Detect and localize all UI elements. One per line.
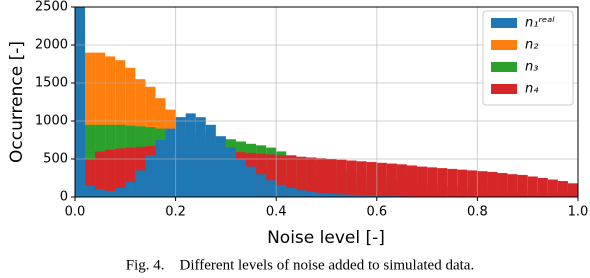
histogram-bar [366,162,377,197]
histogram-bar [336,159,347,197]
plot-frame [74,6,579,198]
histogram-bar [527,176,538,197]
histogram-bar [457,169,468,197]
histogram-bar [256,174,267,197]
histogram-bar [437,168,448,197]
histogram-bar [296,190,307,197]
y-tick-label: 2000 [35,38,68,53]
y-tick-label: 1500 [35,76,68,91]
histogram-bar [316,158,327,197]
legend-swatch [491,18,517,28]
histogram-bar [75,7,86,197]
histogram-bar [326,193,337,197]
histogram-bar [346,160,357,197]
histogram-bar [306,191,317,197]
histogram-bar [286,187,297,197]
histogram-bar [447,168,458,197]
histogram-bar [326,159,337,197]
histogram-bar [266,154,277,197]
x-tick-label: 0.8 [467,205,488,220]
histogram-bar [487,171,498,197]
histogram-bar [346,194,357,197]
histogram-bar [517,174,528,197]
x-axis-label: Noise level [-] [267,228,385,248]
histogram-bar [266,180,277,197]
legend-swatch [491,40,517,50]
histogram-bar [215,136,226,197]
y-tick-label: 500 [43,152,68,167]
histogram-bar [336,194,347,197]
histogram-bar [276,155,287,197]
y-tick-label: 1000 [35,114,68,129]
histogram-bar [145,155,156,197]
histogram-bar [85,52,96,197]
histogram-bar [235,159,247,197]
legend-swatch [491,84,517,94]
histogram-bar [125,147,136,197]
histogram-bar [286,155,297,197]
legend-box [482,10,574,106]
histogram-bar [356,195,367,197]
histogram-bar [135,170,146,197]
histogram-bar [105,149,116,197]
histogram-bar [376,162,387,197]
histogram-bar [557,181,568,197]
y-axis-label: Occurrence [-] [7,41,27,163]
legend-label: n₂ [525,38,538,53]
histogram-bar [95,151,106,197]
histogram-bar [507,174,518,197]
histogram-bar [477,171,488,197]
histogram-bar [537,178,548,197]
histogram-bar [115,187,126,197]
caption: Fig. 4. Different levels of noise added … [126,257,474,273]
x-tick-label: 0.4 [266,205,287,220]
histogram-bar [155,140,166,197]
legend-swatch [491,62,517,72]
histogram-bar [276,184,287,197]
histogram-bar [125,181,136,197]
x-tick-label: 0.6 [366,205,387,220]
histogram-bar [115,148,126,197]
y-tick-label: 2500 [35,0,68,15]
x-tick-label: 0.0 [65,205,86,220]
histogram-bar [225,147,236,197]
y-tick-label: 0 [60,190,68,205]
x-tick-label: 1.0 [568,205,589,220]
histogram-bar [195,117,206,197]
histogram-bar [567,183,578,197]
histogram-bar [175,117,186,197]
histogram-bar [417,166,428,197]
histogram-bar [406,165,418,197]
legend-label: n₁ʳᵉᵃˡ [525,16,555,31]
legend-label: n₄ [525,82,539,97]
histogram-bar [205,124,216,197]
histogram-bar [386,163,397,197]
x-tick-label: 0.2 [165,205,186,220]
legend-label: n₃ [525,60,538,75]
histogram-bar [105,190,116,197]
histogram-bar [185,113,196,197]
histogram-bar [95,189,106,197]
histogram-bar [306,157,317,197]
histogram-bar [376,195,387,197]
histogram-bar [547,179,558,197]
histogram-bar [85,159,96,197]
histogram-bar [296,156,307,197]
histogram-bar [396,164,407,197]
histogram-bar [165,128,176,197]
histogram-bar [497,173,508,197]
histogram-bar [85,185,96,197]
histogram-bar [95,52,106,197]
histogram-bar [467,170,478,197]
histogram-bar [427,167,438,197]
histogram-bar [356,161,367,197]
histogram-bar [366,195,377,197]
histogram-bar [316,192,327,197]
histogram-bar [246,166,257,197]
